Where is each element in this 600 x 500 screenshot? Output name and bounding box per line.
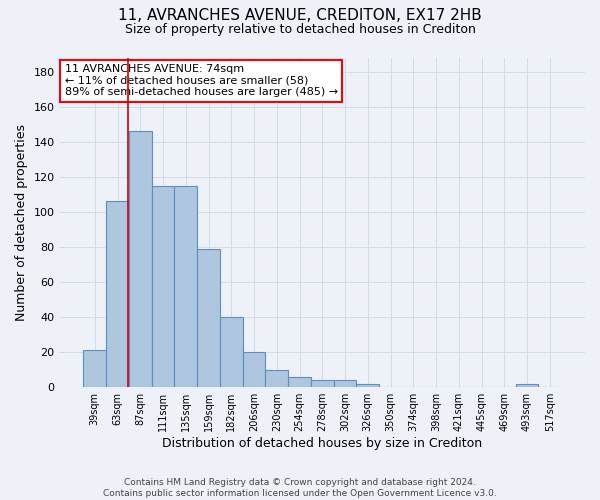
Bar: [265, 370, 288, 387]
Bar: [197, 248, 220, 387]
Text: Size of property relative to detached houses in Crediton: Size of property relative to detached ho…: [125, 22, 475, 36]
Bar: [311, 380, 334, 387]
Bar: [106, 202, 129, 387]
Bar: [334, 380, 356, 387]
Bar: [129, 131, 152, 387]
Bar: [220, 317, 242, 387]
Bar: [515, 384, 538, 387]
Text: 11 AVRANCHES AVENUE: 74sqm
← 11% of detached houses are smaller (58)
89% of semi: 11 AVRANCHES AVENUE: 74sqm ← 11% of deta…: [65, 64, 338, 98]
Bar: [288, 376, 311, 387]
Bar: [152, 186, 175, 387]
Bar: [83, 350, 106, 387]
Bar: [356, 384, 379, 387]
Bar: [242, 352, 265, 387]
Text: Contains HM Land Registry data © Crown copyright and database right 2024.
Contai: Contains HM Land Registry data © Crown c…: [103, 478, 497, 498]
Y-axis label: Number of detached properties: Number of detached properties: [15, 124, 28, 321]
Bar: [175, 186, 197, 387]
X-axis label: Distribution of detached houses by size in Crediton: Distribution of detached houses by size …: [162, 437, 482, 450]
Text: 11, AVRANCHES AVENUE, CREDITON, EX17 2HB: 11, AVRANCHES AVENUE, CREDITON, EX17 2HB: [118, 8, 482, 22]
